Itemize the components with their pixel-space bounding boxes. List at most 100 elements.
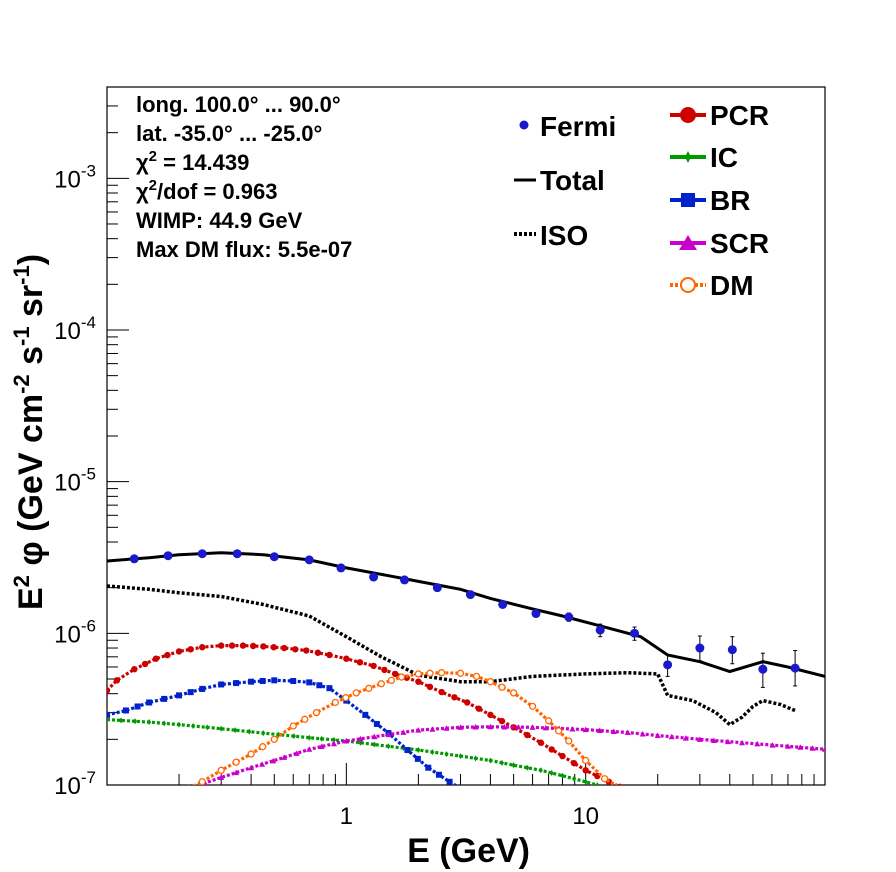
br-series (107, 677, 458, 785)
ic-marker (191, 723, 196, 730)
fermi-point (498, 599, 508, 609)
br-marker (187, 689, 194, 696)
y-tick-base: 10 (54, 773, 81, 800)
br-marker (259, 677, 266, 684)
dm-marker (232, 758, 240, 766)
scr-marker (233, 769, 240, 776)
scr-marker (624, 729, 631, 735)
scr-marker (472, 724, 479, 730)
pcr-marker (107, 687, 111, 694)
br-line (107, 678, 458, 785)
y-tick-label: 10-3 (54, 161, 96, 193)
y-tick-label: 10-7 (54, 768, 96, 800)
dm-marker (259, 743, 267, 751)
x-axis-label: E (GeV) (407, 832, 530, 870)
pcr-marker (314, 649, 322, 656)
scr-marker (696, 736, 703, 742)
pcr-marker (152, 655, 160, 662)
pcr-marker (498, 717, 506, 725)
pcr-marker (141, 660, 149, 668)
series-layer (107, 551, 825, 785)
chi2dof-symbol: χ (136, 179, 149, 204)
br-marker (199, 685, 206, 692)
scr-marker (797, 744, 804, 750)
br-marker (404, 747, 411, 754)
chi2-sup: 2 (149, 148, 157, 165)
scr-marker (529, 724, 536, 730)
br-marker (362, 711, 369, 718)
legend-label-br: BR (710, 185, 750, 216)
scr-marker (457, 724, 464, 730)
pcr-marker (381, 666, 388, 674)
ic-marker (331, 736, 336, 743)
ic-marker (538, 767, 543, 774)
scr-marker (754, 740, 761, 747)
legend-marker-ic (685, 151, 691, 163)
ic-marker (560, 772, 565, 779)
info-chi2: χ2 = 14.439 (136, 148, 249, 175)
dm-series (187, 669, 623, 785)
info-max-dm-flux: Max DM flux: 5.5e-07 (136, 237, 352, 262)
y-tick-base: 10 (54, 621, 81, 648)
br-marker (161, 695, 168, 702)
scr-marker (710, 737, 717, 743)
dm-marker (247, 750, 255, 758)
pcr-marker (548, 746, 555, 753)
fermi-point (790, 663, 800, 673)
chi2dof-value: /dof = 0.963 (157, 179, 277, 204)
fermi-point (400, 575, 410, 585)
ic-marker (444, 751, 449, 758)
ic-marker (247, 728, 252, 735)
x-tick-label: 10 (572, 803, 599, 830)
pcr-marker (199, 644, 206, 651)
y-tick-label: 10-4 (54, 313, 96, 345)
pcr-marker (343, 655, 350, 662)
y-label-s: s (12, 346, 50, 374)
pcr-marker (164, 651, 171, 659)
y-tick-exponent: -3 (81, 161, 96, 180)
ic-marker (291, 733, 296, 740)
fermi-point (304, 555, 314, 565)
legend-label-total: Total (540, 165, 605, 196)
y-axis-label: E2 φ (GeV cm-2 s-1 sr-1) (9, 254, 50, 610)
dm-marker (582, 756, 590, 765)
br-marker (290, 677, 297, 684)
ic-marker (473, 755, 478, 762)
scr-marker (809, 745, 816, 751)
pcr-marker (415, 678, 422, 685)
br-marker (146, 699, 153, 706)
ic-marker (372, 741, 377, 748)
y-tick-label: 10-6 (54, 616, 96, 648)
dm-marker (544, 717, 553, 725)
scr-marker (318, 743, 325, 750)
y-tick-labels: 10-710-610-510-410-3 (54, 161, 96, 800)
dm-line (192, 671, 619, 785)
br-marker (122, 707, 129, 714)
pcr-marker (175, 648, 183, 655)
y-label-sup4: -1 (9, 265, 34, 285)
y-label-end: ) (12, 254, 50, 265)
fermi-point (695, 643, 705, 653)
ic-line (107, 718, 603, 785)
y-tick-base: 10 (54, 166, 81, 193)
ic-marker (205, 724, 210, 731)
chi2-value: = 14.439 (157, 150, 249, 175)
info-wimp: WIMP: 44.9 GeV (136, 208, 303, 233)
ic-marker (583, 778, 588, 785)
ic-marker (261, 730, 266, 737)
pcr-marker (249, 642, 257, 650)
br-marker (435, 771, 442, 778)
y-label-sr: sr (12, 285, 50, 327)
br-marker (373, 720, 380, 727)
dm-marker (414, 670, 423, 678)
dm-marker (331, 698, 340, 707)
ic-marker (525, 764, 530, 771)
dm-marker (565, 737, 573, 745)
ic-marker (162, 720, 167, 727)
x-tick-label: 1 (340, 803, 353, 830)
ic-marker (488, 757, 493, 764)
fermi-point (129, 554, 139, 564)
y-tick-base: 10 (54, 470, 81, 497)
dm-marker (352, 689, 360, 697)
